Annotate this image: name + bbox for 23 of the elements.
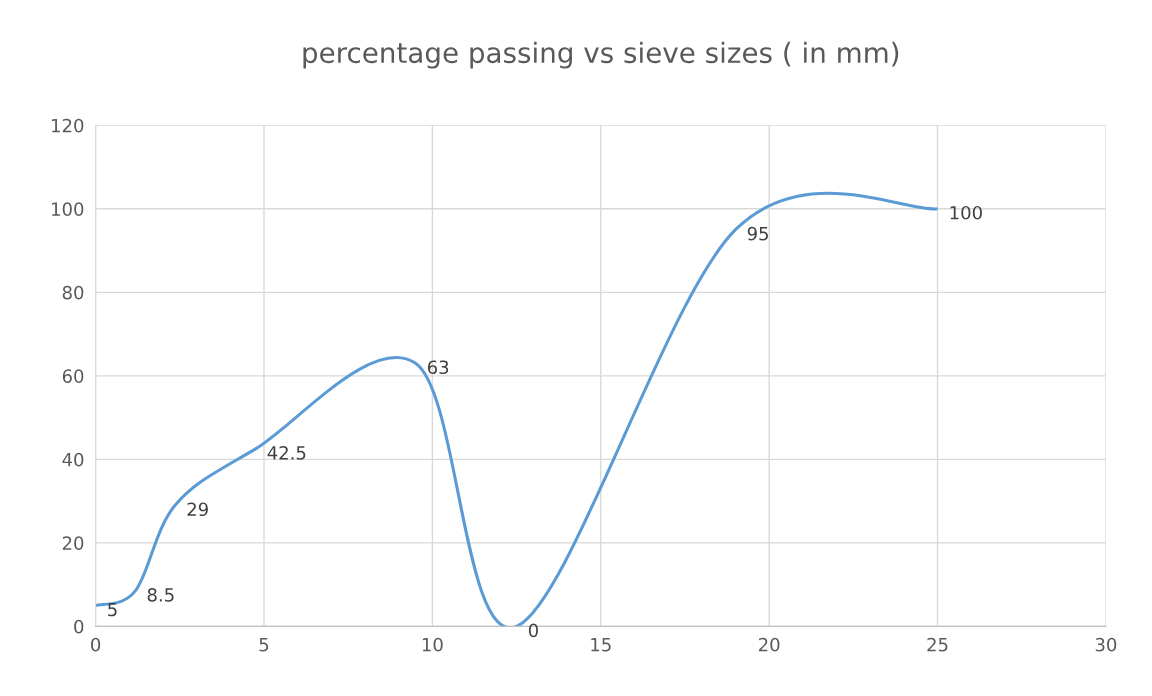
x-tick-label: 0 [91,637,101,652]
x-tick-label: 5 [259,638,269,652]
y-tick-label: 20 [62,536,84,550]
data-label: 8.5 [147,588,174,602]
y-tick-label: 0 [74,619,84,634]
chart-title: percentage passing vs sieve sizes ( in mm) [303,41,899,69]
data-label: 63 [427,360,449,375]
y-tick-label: 100 [52,202,84,216]
x-tick-label: 30 [1095,637,1117,652]
data-label: 5 [108,602,117,617]
data-label: 42.5 [267,446,306,460]
y-tick-label: 120 [52,118,84,133]
data-label: 100 [950,205,982,220]
y-tick-label: 80 [62,285,84,300]
x-tick-label: 10 [422,637,443,652]
y-tick-label: 40 [62,452,84,467]
x-tick-label: 25 [927,637,948,652]
x-tick-label: 20 [758,637,780,652]
data-label: 29 [187,502,208,517]
data-label: 95 [747,226,768,241]
x-tick-label: 15 [591,638,611,652]
data-label: 0 [528,623,538,638]
y-tick-label: 60 [62,369,84,383]
